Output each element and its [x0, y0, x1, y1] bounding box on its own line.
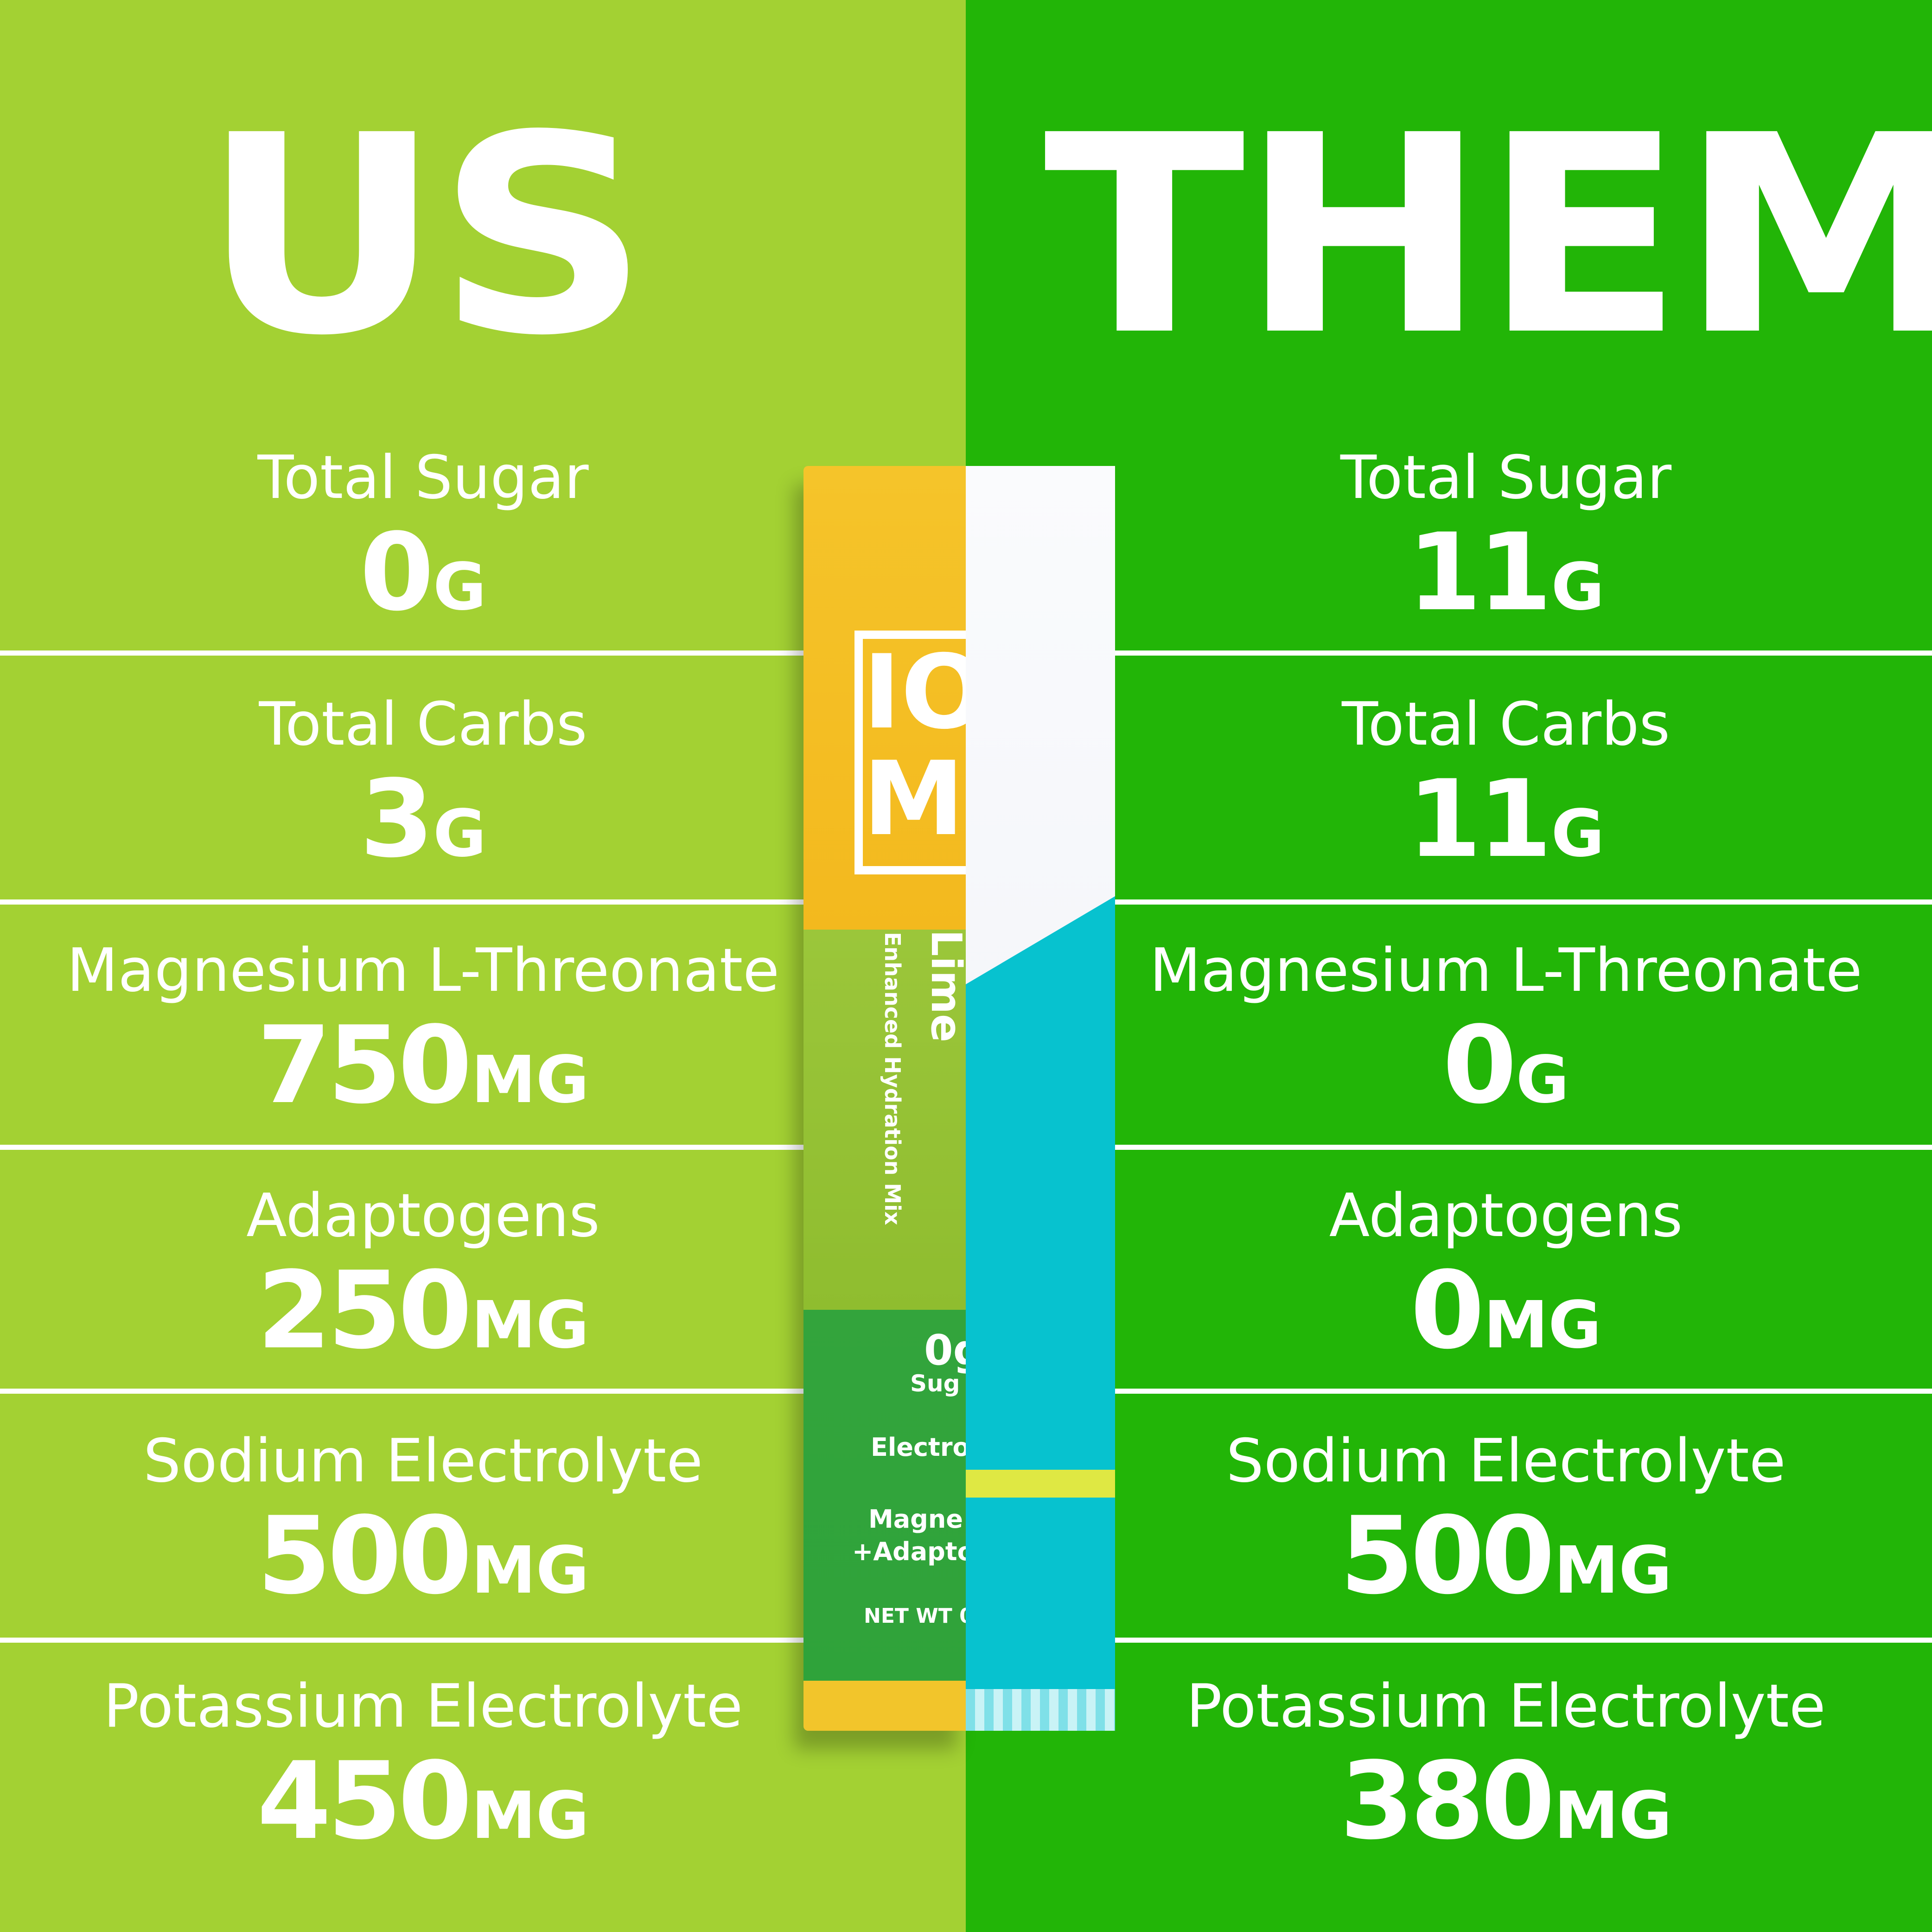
- them-row-label: Total Carbs: [1342, 690, 1670, 759]
- them-row-value: 11G: [966, 764, 1932, 890]
- them-row-label: Sodium Electrolyte: [1226, 1427, 1786, 1496]
- value-amount: 250: [257, 1249, 472, 1373]
- value-unit: MG: [1554, 1533, 1672, 1608]
- packet-net-weight: NET WT 0.2: [864, 1604, 966, 1628]
- us-heading: US: [202, 77, 650, 395]
- them-row-value: 0G: [966, 1010, 1932, 1136]
- them-row-divider: [1090, 1638, 1932, 1643]
- them-row-divider: [1090, 1145, 1932, 1150]
- value-amount: 750: [257, 1004, 472, 1128]
- us-row-divider: [0, 1638, 828, 1643]
- us-row-value: 250MG: [0, 1256, 846, 1381]
- them-row-divider: [1090, 650, 1932, 656]
- us-row-divider: [0, 650, 828, 656]
- us-row-divider: [0, 1389, 828, 1394]
- value-amount: 11: [1407, 511, 1552, 635]
- value-amount: 500: [1339, 1494, 1555, 1618]
- us-row-label: Sodium Electrolyte: [143, 1427, 703, 1496]
- them-row-divider: [1090, 1389, 1932, 1394]
- us-row-value: 450MG: [0, 1746, 846, 1872]
- value-amount: 0: [360, 511, 434, 635]
- value-unit: MG: [471, 1778, 589, 1854]
- them-heading: THEM: [1043, 77, 1932, 395]
- value-unit: G: [1551, 549, 1605, 625]
- packet-electrolytes-text: Electro: [871, 1433, 966, 1462]
- value-unit: G: [1551, 796, 1605, 872]
- us-row-value: 500MG: [0, 1501, 846, 1626]
- flavor-label: Lime: [922, 930, 970, 1043]
- packet-seal-edge: [966, 1689, 1115, 1731]
- value-unit: G: [433, 796, 486, 872]
- value-unit: MG: [1483, 1288, 1602, 1363]
- us-row-label: Total Sugar: [257, 443, 589, 512]
- them-row-label: Potassium Electrolyte: [1186, 1672, 1826, 1741]
- packet-adaptogens-text: +Adapto: [852, 1537, 966, 1566]
- sugar-badge-amount: 0g: [924, 1326, 966, 1375]
- value-amount: 380: [1339, 1740, 1555, 1863]
- value-amount: 11: [1407, 758, 1552, 881]
- product-subtitle: Enhanced Hydration Mix: [880, 932, 905, 1225]
- us-row-value: 3G: [0, 764, 846, 890]
- value-unit: G: [1516, 1042, 1569, 1118]
- value-amount: 450: [257, 1740, 472, 1863]
- us-row-label: Magnesium L-Threonate: [67, 936, 779, 1005]
- us-row-value: 750MG: [0, 1010, 846, 1136]
- us-row-label: Potassium Electrolyte: [103, 1672, 743, 1741]
- them-product-packet: [966, 466, 1115, 1731]
- value-unit: MG: [471, 1288, 589, 1363]
- them-row-value: 500MG: [966, 1501, 1932, 1626]
- them-row-value: 0MG: [966, 1256, 1932, 1381]
- them-row-label: Adaptogens: [1329, 1181, 1683, 1250]
- brand-logo: IO MI: [854, 631, 1002, 874]
- them-panel: THEM: [966, 0, 1932, 1932]
- value-amount: 0: [1442, 1004, 1517, 1128]
- value-amount: 3: [360, 758, 434, 881]
- value-amount: 500: [257, 1494, 472, 1618]
- packet-magnesium-text: Magne: [868, 1505, 963, 1534]
- us-row-label: Adaptogens: [246, 1181, 600, 1250]
- them-row-value: 11G: [966, 517, 1932, 643]
- us-product-packet: IO MI Lime Enhanced Hydration Mix 0g Sug…: [803, 466, 1002, 1731]
- value-unit: MG: [471, 1042, 589, 1118]
- them-row-label: Total Sugar: [1340, 443, 1672, 512]
- value-amount: 0: [1410, 1249, 1485, 1373]
- us-row-divider: [0, 1145, 828, 1150]
- sugar-badge-label: Sug: [910, 1370, 960, 1397]
- value-unit: MG: [471, 1533, 589, 1608]
- us-row-label: Total Carbs: [259, 690, 587, 759]
- us-row-divider: [0, 899, 828, 905]
- them-row-label: Magnesium L-Threonate: [1149, 936, 1862, 1005]
- them-row-divider: [1090, 899, 1932, 905]
- value-unit: G: [433, 549, 486, 625]
- packet-teal-band: [966, 896, 1115, 1731]
- them-row-value: 380MG: [966, 1746, 1932, 1872]
- packet-yellow-stripe: [966, 1470, 1115, 1498]
- us-row-value: 0G: [0, 517, 846, 643]
- value-unit: MG: [1554, 1778, 1672, 1854]
